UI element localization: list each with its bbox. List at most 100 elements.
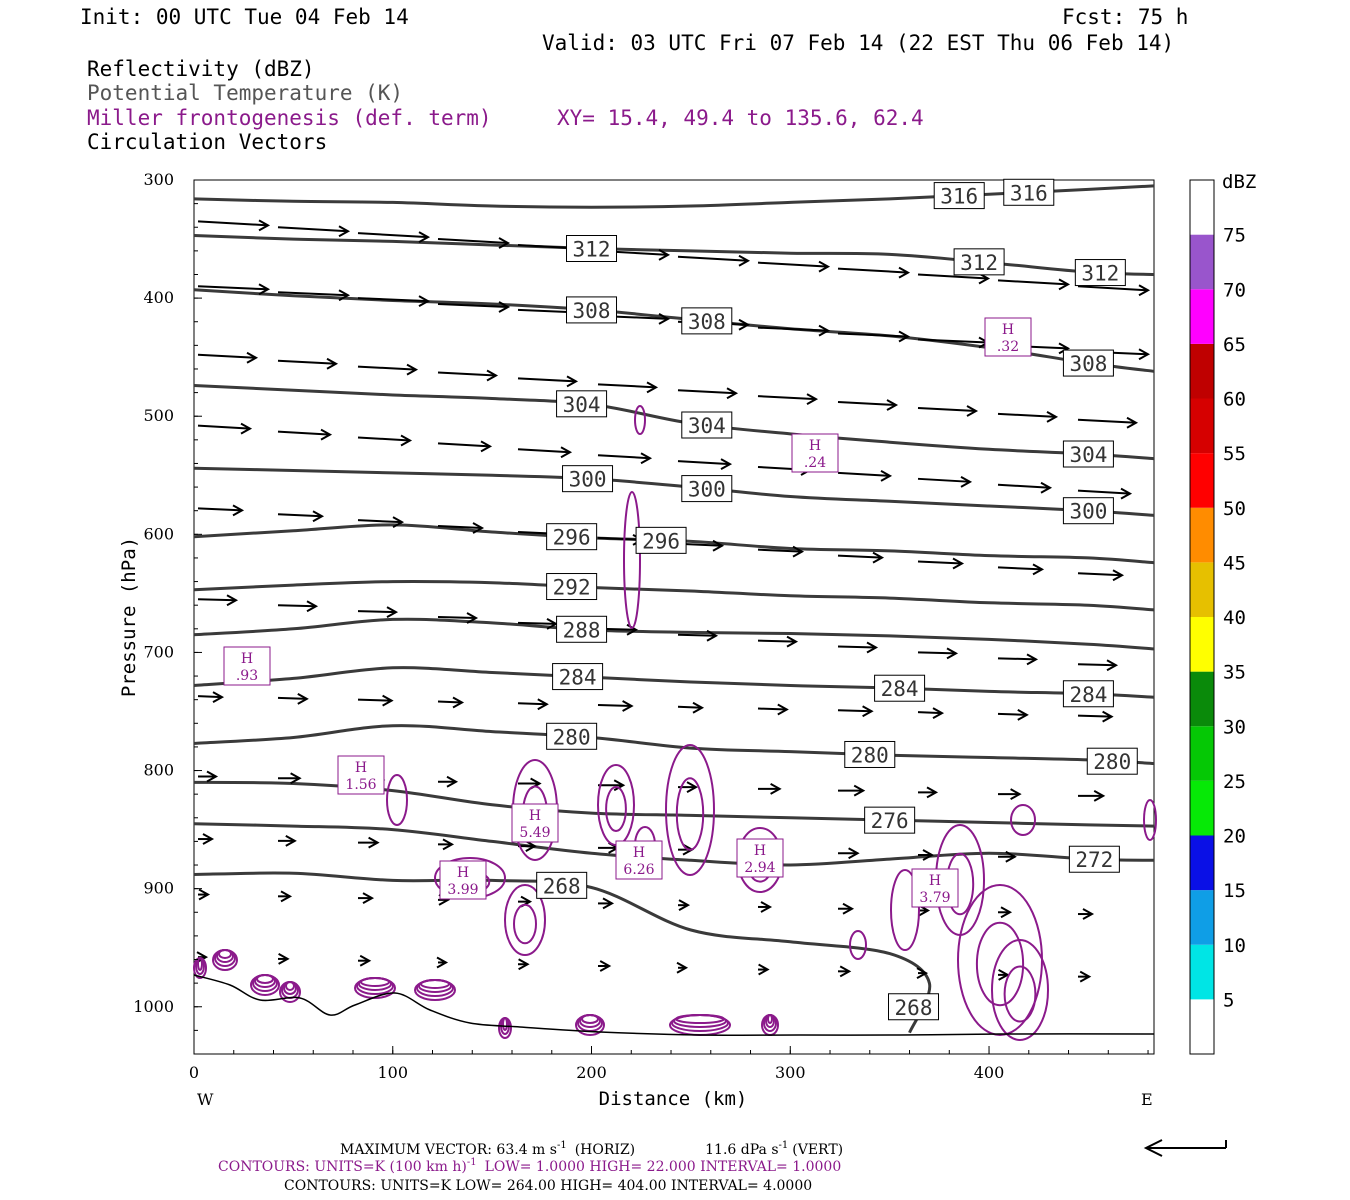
theta-contour-288 xyxy=(193,617,1155,651)
theta-label-box xyxy=(933,182,985,210)
theta-label-box xyxy=(562,465,614,493)
x-axis-title: Distance (km) xyxy=(599,1088,748,1110)
colorbar-label: 10 xyxy=(1223,935,1246,957)
colorbar-swatch xyxy=(1190,835,1214,891)
theta-label-312: 312 xyxy=(953,248,1005,276)
fronto-high-letter: H xyxy=(241,651,253,667)
vector-arrow xyxy=(838,965,852,978)
vector-arrow xyxy=(997,708,1029,721)
theta-label-text: 296 xyxy=(553,526,591,550)
theta-label-296: 296 xyxy=(635,526,687,554)
vector-arrow xyxy=(437,612,479,624)
vector-arrow xyxy=(676,961,689,974)
x-tick-label: 300 xyxy=(775,1063,806,1082)
vector-arrow xyxy=(917,557,965,570)
colorbar-swatch xyxy=(1190,289,1214,344)
vector-arrow xyxy=(678,899,691,912)
theta-label-text: 300 xyxy=(1069,500,1107,524)
fronto-high-value: .32 xyxy=(997,339,1019,355)
footer-fronto: CONTOURS: UNITS=K (100 km h)-1 LOW= 1.000… xyxy=(218,1157,841,1175)
vector-arrow xyxy=(598,779,626,792)
fronto-high-letter: H xyxy=(529,808,541,824)
fronto-high-6: H2.94 xyxy=(736,838,784,878)
theta-label-292: 292 xyxy=(546,573,598,601)
theta-label-304: 304 xyxy=(1062,440,1114,468)
vector-arrow xyxy=(918,849,935,861)
vector-arrow xyxy=(916,967,929,979)
colorbar-label: 20 xyxy=(1223,826,1246,848)
fronto-surface-contour xyxy=(675,1014,725,1024)
colorbar-swatch xyxy=(1190,398,1214,454)
vector-arrow xyxy=(517,618,559,630)
x-tick-label: 200 xyxy=(576,1063,607,1082)
theta-label-text: 312 xyxy=(1081,262,1119,286)
vector-arrow xyxy=(757,260,831,273)
theta-label-280: 280 xyxy=(546,722,598,750)
theta-label-300: 300 xyxy=(681,475,733,503)
field-theta: Potential Temperature (K) xyxy=(87,81,403,105)
x-tick-label: 400 xyxy=(974,1063,1005,1082)
reference-vector xyxy=(1143,1139,1227,1157)
fronto-surface-contour xyxy=(360,977,390,987)
vector-arrow xyxy=(197,219,271,232)
vector-arrow xyxy=(677,701,705,714)
theta-label-box xyxy=(1062,440,1114,468)
theta-label-box xyxy=(874,674,926,702)
vector-arrow xyxy=(758,782,782,795)
y-tick-label: 300 xyxy=(143,170,174,189)
fronto-high-9: H.32 xyxy=(984,317,1032,357)
fronto-high-box xyxy=(736,838,784,878)
vector-arrow xyxy=(1078,790,1106,802)
vector-arrow xyxy=(597,381,659,394)
y-tick-label: 800 xyxy=(143,761,174,780)
fronto-high-letter: H xyxy=(1002,322,1014,338)
vector-arrow xyxy=(358,892,375,904)
vector-arrow xyxy=(438,775,459,788)
vector-arrow xyxy=(517,375,579,388)
vector-arrow xyxy=(837,330,911,343)
colorbar-label: 50 xyxy=(1223,498,1246,520)
y-tick-label: 600 xyxy=(143,524,174,543)
vector-arrow xyxy=(198,888,211,901)
theta-label-296: 296 xyxy=(546,523,598,551)
vector-arrow xyxy=(517,698,549,711)
west-label: W xyxy=(197,1090,214,1109)
frontogenesis-contours xyxy=(193,405,1157,1041)
y-tick-label: 500 xyxy=(143,406,174,425)
y-axis-title: Pressure (hPa) xyxy=(118,537,140,697)
theta-label-text: 268 xyxy=(543,874,581,898)
theta-label-box xyxy=(864,806,916,834)
vector-arrow xyxy=(357,606,399,618)
theta-contour-292 xyxy=(193,579,1155,612)
colorbar-label: 30 xyxy=(1223,716,1246,738)
colorbar-label: 25 xyxy=(1223,771,1246,793)
theta-label-box xyxy=(566,235,618,263)
colorbar-swatch xyxy=(1190,944,1214,1000)
vector-arrow xyxy=(677,387,739,400)
colorbar-label: 55 xyxy=(1223,443,1246,465)
vector-arrow xyxy=(598,897,615,910)
colorbar-label: 5 xyxy=(1223,989,1234,1011)
vector-arrow xyxy=(917,647,959,660)
fronto-surface-contour xyxy=(502,1017,508,1031)
vector-arrow xyxy=(358,836,380,849)
vector-arrow xyxy=(1077,659,1119,672)
theta-label-box xyxy=(556,390,608,418)
vector-arrow xyxy=(998,850,1017,863)
vector-arrow xyxy=(998,788,1022,801)
theta-label-box xyxy=(844,740,896,768)
colorbar-swatch xyxy=(1190,780,1214,836)
theta-label-308: 308 xyxy=(1062,349,1114,377)
theta-label-276: 276 xyxy=(864,806,916,834)
vector-arrow xyxy=(917,475,973,488)
theta-label-text: 284 xyxy=(1069,683,1107,707)
fronto-high-box xyxy=(511,803,559,843)
theta-contour-268 xyxy=(193,871,932,1034)
vector-arrow xyxy=(757,635,799,648)
vector-arrow xyxy=(277,289,351,302)
vector-arrow xyxy=(837,470,893,482)
theta-label-box xyxy=(1062,497,1114,525)
y-tick-label: 900 xyxy=(143,879,174,898)
theta-label-text: 312 xyxy=(960,251,998,275)
vector-arrow xyxy=(358,954,372,967)
